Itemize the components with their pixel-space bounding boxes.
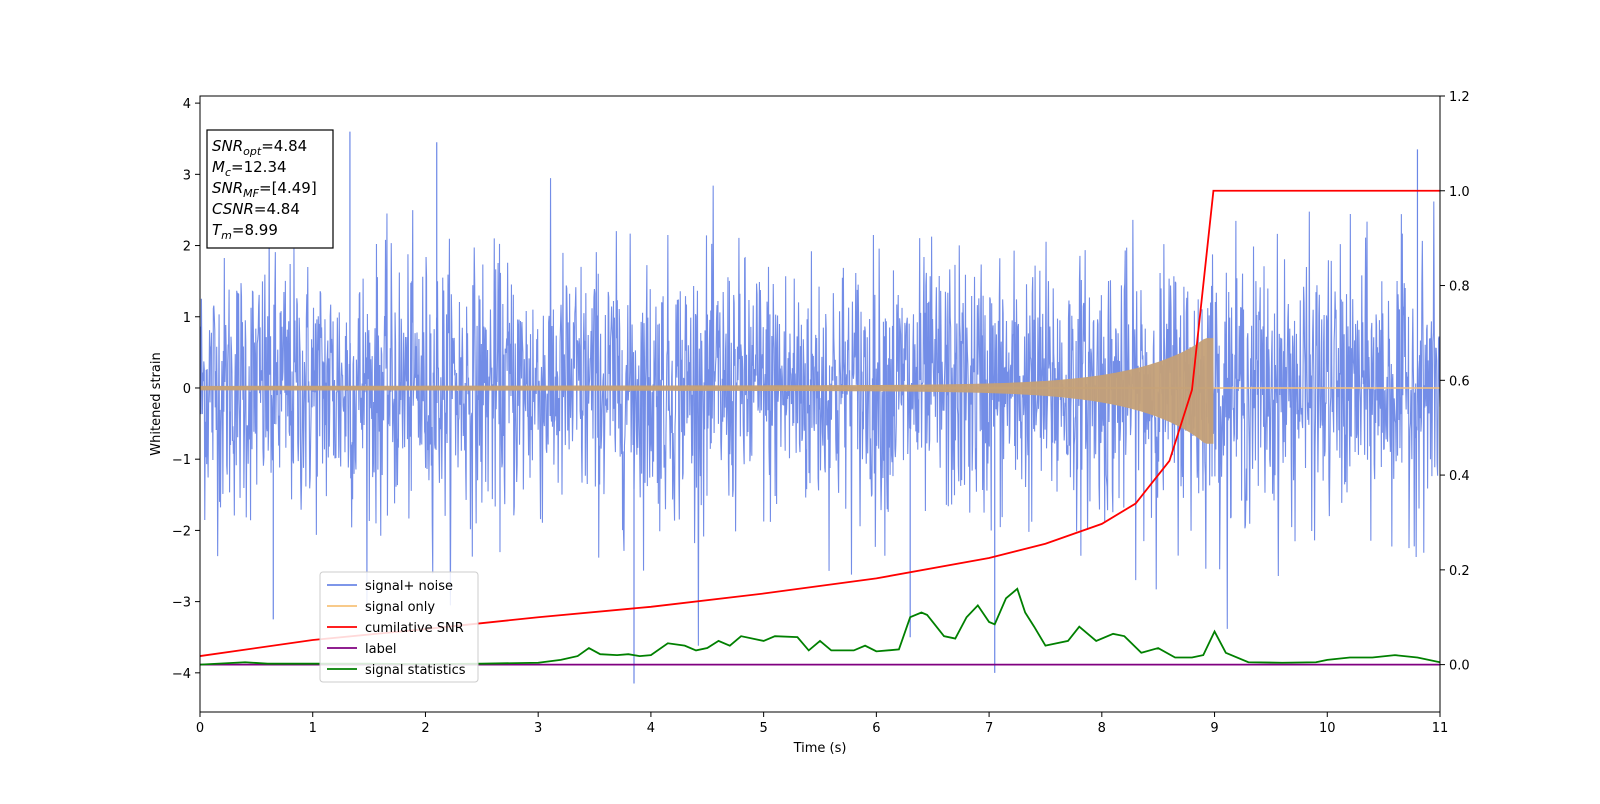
y-left-tick-label: 2 xyxy=(183,240,191,255)
info-line: CSNR=4.84 xyxy=(212,200,300,218)
y-left-tick-label: −3 xyxy=(172,596,191,611)
x-tick-label: 0 xyxy=(196,721,204,736)
legend-label: signal statistics xyxy=(365,663,466,678)
y-left-tick-label: 4 xyxy=(183,97,191,112)
legend-label: signal+ noise xyxy=(365,579,453,594)
x-tick-label: 7 xyxy=(985,721,993,736)
y-right-tick-label: 1.0 xyxy=(1449,185,1470,200)
x-tick-label: 8 xyxy=(1098,721,1106,736)
y-left-tick-label: −4 xyxy=(172,667,191,682)
legend: signal+ noise signal only cumilative SNR la… xyxy=(319,571,479,683)
x-tick-label: 4 xyxy=(647,721,655,736)
x-tick-label: 9 xyxy=(1210,721,1218,736)
series-signal-only xyxy=(200,338,1214,444)
x-axis-ticks: 0 1 2 3 4 5 6 7 8 9 10 11 xyxy=(196,712,1448,736)
x-tick-label: 10 xyxy=(1319,721,1336,736)
legend-frame xyxy=(319,571,479,683)
legend-label: label xyxy=(365,642,396,657)
right-y-axis-ticks: 1.2 1.0 0.8 0.6 0.4 0.2 0.0 xyxy=(1440,90,1470,674)
series-signal-noise xyxy=(200,178,1440,646)
left-y-axis-ticks: 4 3 2 1 0 −1 −2 −3 −4 xyxy=(172,97,200,682)
y-left-tick-label: 3 xyxy=(183,168,191,183)
y-axis-label: Whitened strain xyxy=(149,352,164,455)
plot-layer xyxy=(200,131,1440,684)
legend-label: signal only xyxy=(365,600,435,615)
info-box: SNRopt=4.84Mc=12.34SNRMF=[4.49]CSNR=4.84… xyxy=(206,129,334,249)
info-line: Tm=8.99 xyxy=(212,221,278,242)
x-tick-label: 2 xyxy=(421,721,429,736)
plot-frame xyxy=(199,95,1441,713)
y-right-tick-label: 0.2 xyxy=(1449,564,1470,579)
x-tick-label: 5 xyxy=(759,721,767,736)
y-right-tick-label: 0.0 xyxy=(1449,659,1470,674)
y-right-tick-label: 0.6 xyxy=(1449,374,1470,389)
y-right-tick-label: 1.2 xyxy=(1449,90,1470,105)
y-left-tick-label: −1 xyxy=(172,453,191,468)
series-cumilative-snr xyxy=(200,189,1440,657)
info-box-frame xyxy=(206,129,334,249)
series-signal-statistics xyxy=(200,587,1440,666)
x-tick-label: 1 xyxy=(309,721,317,736)
info-line: SNRMF=[4.49] xyxy=(212,179,317,200)
y-right-tick-label: 0.8 xyxy=(1449,280,1470,295)
x-tick-label: 11 xyxy=(1432,721,1449,736)
x-tick-label: 3 xyxy=(534,721,542,736)
x-tick-label: 6 xyxy=(872,721,880,736)
info-line: Mc=12.34 xyxy=(212,158,287,179)
info-line: SNRopt=4.84 xyxy=(212,137,307,158)
y-left-tick-label: 1 xyxy=(183,311,191,326)
x-axis-label: Time (s) xyxy=(793,741,847,756)
y-left-tick-label: −2 xyxy=(172,524,191,539)
y-left-tick-label: 0 xyxy=(183,382,191,397)
legend-label: cumilative SNR xyxy=(365,621,464,636)
y-right-tick-label: 0.4 xyxy=(1449,469,1470,484)
